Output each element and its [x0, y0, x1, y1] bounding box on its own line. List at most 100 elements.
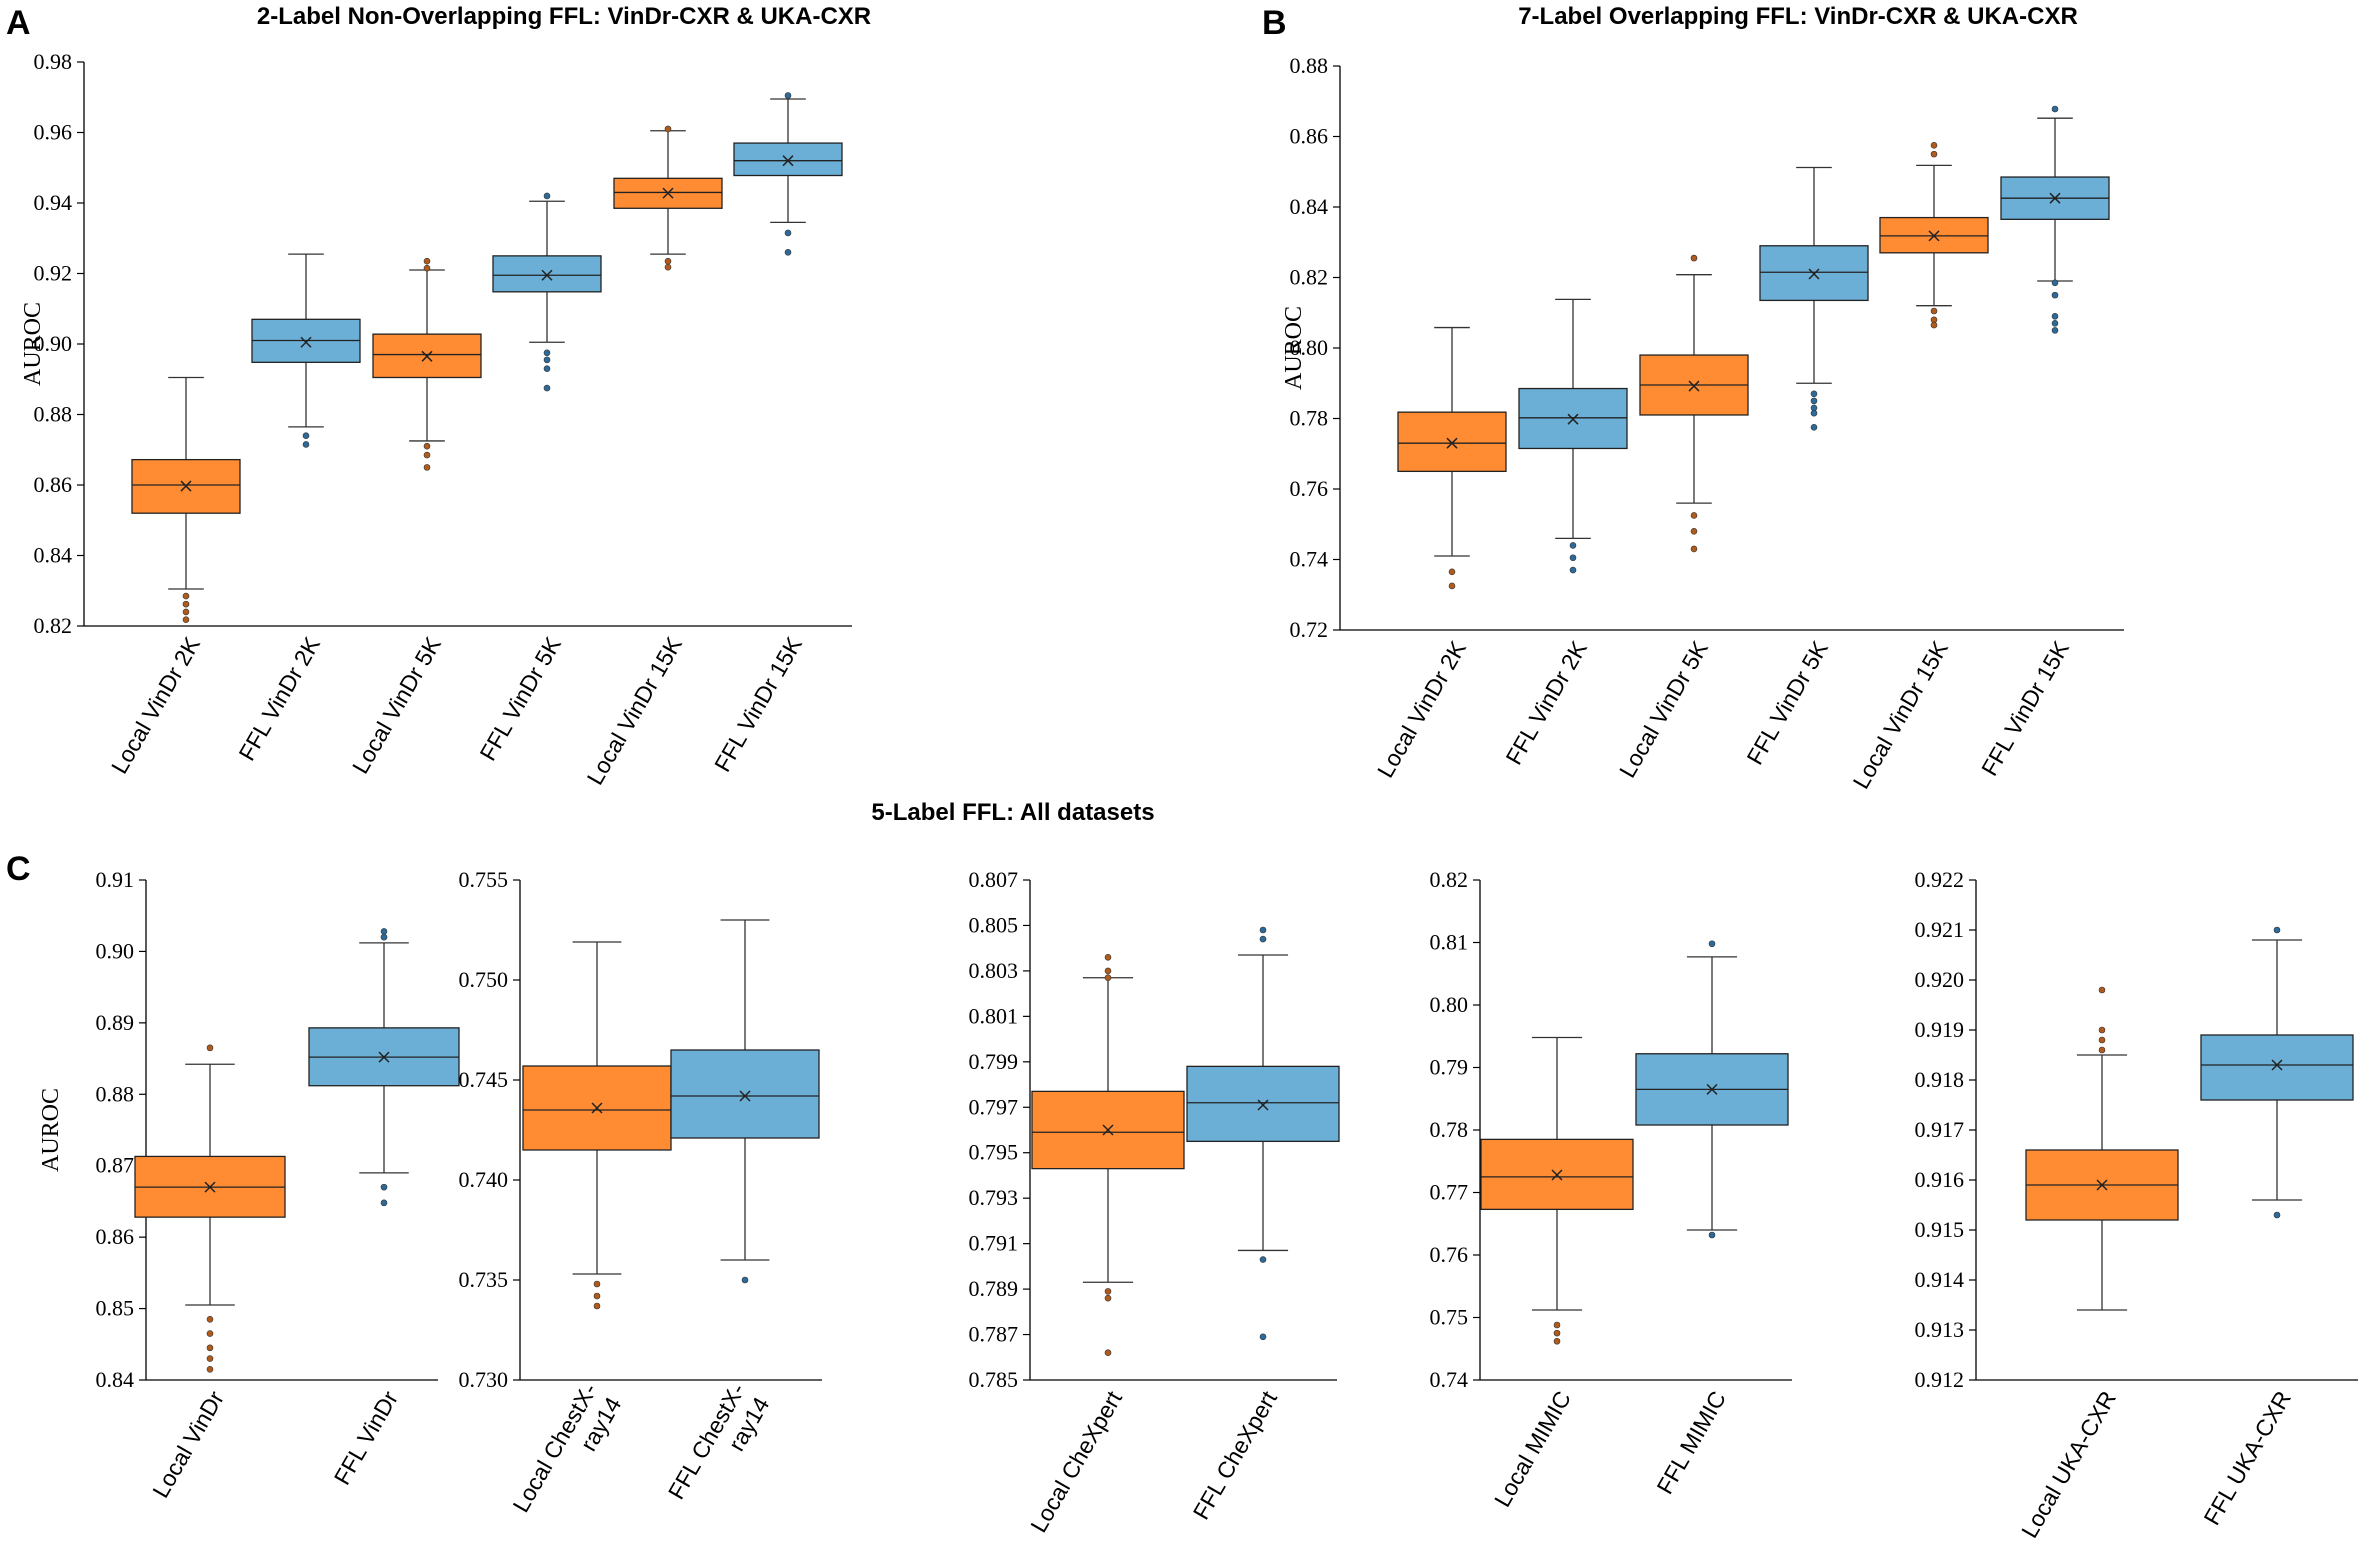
outlier-point — [2273, 1211, 2281, 1219]
box-body — [670, 1049, 820, 1139]
box-ffl-mimic: FFL MIMIC — [1635, 940, 1789, 1499]
y-tick-label: 0.755 — [459, 867, 509, 892]
x-tick-label: FFL VinDr 15K — [709, 632, 807, 776]
mean-marker — [662, 187, 674, 199]
box-local-vindr-2k: Local VinDr 2K — [1372, 326, 1507, 782]
y-tick-label: 0.787 — [969, 1322, 1019, 1347]
box-local-vindr-5k: Local VinDr 5K — [1614, 254, 1749, 782]
box-body — [492, 255, 602, 293]
y-axis-label: AUROC — [20, 302, 46, 386]
outlier-point — [423, 442, 431, 450]
outlier-point — [1810, 397, 1818, 405]
outlier-point — [2098, 986, 2106, 994]
y-tick-label: 0.74 — [1290, 547, 1329, 572]
y-tick-label: 0.88 — [34, 402, 73, 427]
box-local-vindr: Local VinDr — [134, 1044, 286, 1502]
x-tick-label: Local VinDr 15K — [582, 632, 688, 789]
x-tick-label-line: FFL VinDr 5K — [474, 632, 566, 765]
y-tick-label: 0.801 — [969, 1003, 1019, 1028]
y-tick-label: 0.82 — [1430, 867, 1469, 892]
outlier-point — [1708, 940, 1716, 948]
y-tick-label: 0.916 — [1915, 1167, 1965, 1192]
outlier-point — [1104, 1349, 1112, 1357]
outlier-point — [1104, 1288, 1112, 1295]
y-tick-label: 0.785 — [969, 1367, 1019, 1392]
outlier-point — [1810, 424, 1818, 431]
mean-marker — [591, 1102, 603, 1114]
y-tick-label: 0.919 — [1915, 1017, 1965, 1042]
mean-marker — [1257, 1099, 1269, 1111]
x-tick-label-line: Local VinDr — [147, 1386, 229, 1502]
y-tick-label: 0.82 — [34, 613, 73, 638]
x-tick-label-line: Local VinDr 2K — [1372, 636, 1471, 782]
box-local-vindr-5k: Local VinDr 5K — [347, 257, 482, 778]
outlier-point — [543, 384, 551, 392]
y-tick-label: 0.88 — [96, 1081, 135, 1106]
box-local-vindr-15k: Local VinDr 15K — [582, 125, 723, 789]
panel-letter-c: C — [6, 850, 31, 888]
outlier-point — [1930, 307, 1938, 315]
x-tick-label: FFL ChestX-ray14 — [663, 1378, 775, 1517]
y-tick-label: 0.795 — [969, 1140, 1019, 1165]
chart-c1: 0.84 0.85 0.86 0.87 0.88 0.89 0.90 0.91 AUROC Loc… — [38, 867, 460, 1502]
box-body — [1186, 1065, 1340, 1143]
y-tick-label: 0.913 — [1915, 1317, 1965, 1342]
x-tick-label-line: FFL MIMIC — [1651, 1387, 1731, 1499]
mean-marker — [1688, 380, 1700, 392]
y-tick-label: 0.789 — [969, 1276, 1019, 1301]
y-tick-label: 0.91 — [96, 867, 135, 892]
y-axis-label: AUROC — [38, 1088, 64, 1172]
y-tick-label: 0.84 — [96, 1367, 135, 1392]
box-ffl-uka-cxr: FFL UKA-CXR — [2198, 926, 2354, 1529]
y-tick-label: 0.805 — [969, 912, 1019, 937]
outlier-point — [2051, 279, 2059, 287]
box-ffl-vindr-15k: FFL VinDr 15K — [709, 92, 843, 776]
mean-marker — [421, 350, 433, 362]
panel-title-c: 5-Label FFL: All datasets — [871, 799, 1154, 826]
y-tick-label: 0.799 — [969, 1049, 1019, 1074]
outlier-point — [1930, 150, 1938, 158]
x-tick-label-line: FFL VinDr 2K — [233, 632, 325, 765]
y-tick-label: 0.96 — [34, 120, 73, 145]
outlier-point — [543, 365, 551, 372]
mean-marker — [1567, 413, 1579, 425]
y-tick-label: 0.912 — [1915, 1367, 1965, 1392]
y-tick-label: 0.77 — [1430, 1180, 1469, 1205]
x-tick-label-line: FFL CheXpert — [1188, 1386, 1283, 1524]
y-tick-label: 0.94 — [34, 190, 73, 215]
y-tick-label: 0.89 — [96, 1010, 135, 1035]
outlier-point — [206, 1330, 214, 1337]
outlier-point — [664, 257, 672, 265]
y-tick-label: 0.76 — [1430, 1242, 1469, 1267]
chart-c4: 0.74 0.75 0.76 0.77 0.78 0.79 0.80 0.81 0.82 Loca… — [1430, 867, 1792, 1511]
y-tick-label: 0.735 — [459, 1267, 509, 1292]
outlier-point — [206, 1355, 214, 1362]
x-tick-label: Local ChestX-ray14 — [507, 1378, 626, 1530]
outlier-point — [2051, 320, 2059, 327]
x-tick-label: Local VinDr 5K — [347, 632, 446, 778]
outlier-point — [1690, 512, 1698, 519]
box-body — [1397, 411, 1507, 473]
y-tick-label: 0.915 — [1915, 1217, 1965, 1242]
box-ffl-chexpert: FFL CheXpert — [1186, 926, 1340, 1524]
mean-marker — [782, 155, 794, 167]
outlier-point — [2051, 312, 2059, 320]
mean-marker — [541, 269, 553, 281]
x-tick-label-line: Local VinDr 5K — [1614, 636, 1713, 782]
outlier-point — [741, 1276, 749, 1284]
box-ffl-vindr: FFL VinDr — [308, 928, 460, 1489]
x-tick-label: FFL VinDr 5K — [474, 632, 566, 765]
x-tick-label: FFL VinDr 5K — [1741, 636, 1833, 769]
mean-marker — [739, 1090, 751, 1102]
x-tick-label-line: FFL VinDr 15K — [1976, 636, 2074, 780]
outlier-point — [1104, 1294, 1112, 1302]
outlier-point — [1569, 542, 1577, 549]
outlier-point — [1553, 1337, 1561, 1345]
outlier-point — [423, 464, 431, 471]
outlier-point — [1104, 953, 1112, 961]
x-tick-label-line: Local UKA-CXR — [2016, 1387, 2121, 1543]
box-body — [1518, 387, 1628, 450]
x-tick-label: Local VinDr 2K — [106, 632, 205, 778]
mean-marker — [204, 1181, 216, 1193]
outlier-point — [380, 933, 388, 941]
